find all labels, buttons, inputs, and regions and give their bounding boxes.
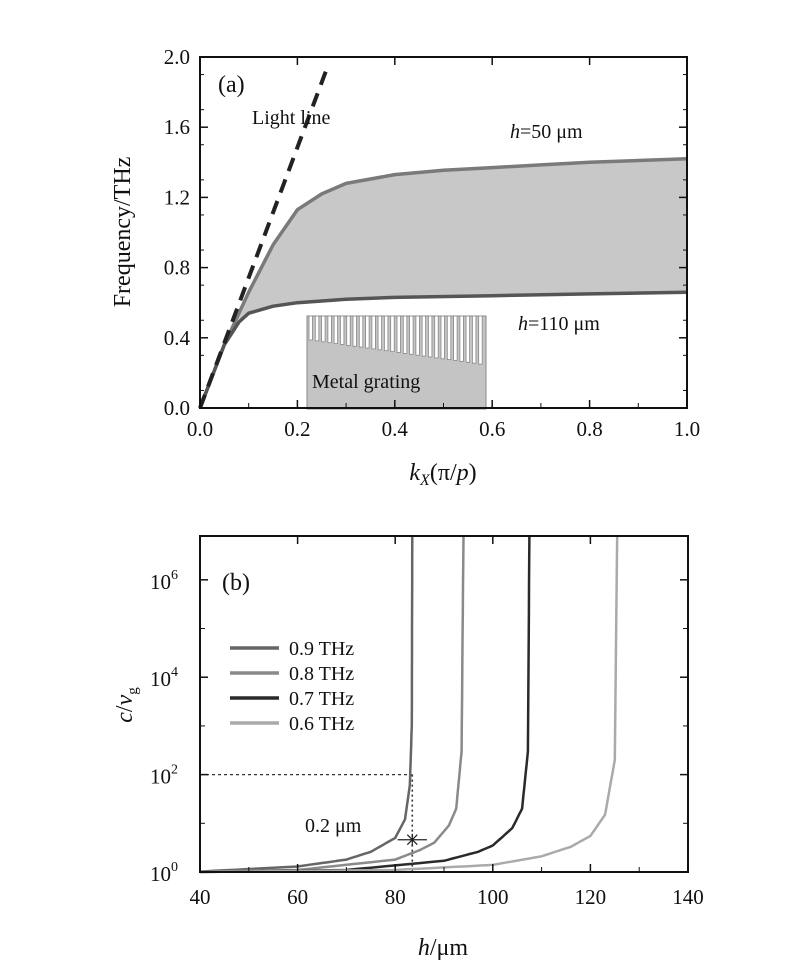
grating-groove (453, 315, 458, 361)
y-tick-label: 0.0 (164, 396, 190, 420)
y-tick-label: 102 (150, 763, 178, 789)
x-tick-label: 0.8 (576, 417, 602, 441)
grating-groove (459, 315, 464, 362)
y-tick-label: 100 (150, 860, 178, 886)
x-tick-label: 140 (672, 885, 704, 909)
grating-groove (390, 315, 395, 352)
legend-item: 0.6 THz (230, 713, 354, 735)
grating-groove (346, 315, 351, 346)
series-line-0-6-thz (199, 535, 619, 874)
grating-groove (352, 315, 357, 347)
panel-a: Metal grating 0.0 0.2 0.4 0.6 0.8 1.0 0.0 0.4 0.… (110, 45, 700, 489)
x-tick-label: 60 (287, 885, 308, 909)
grating-groove (415, 315, 420, 356)
x-axis-label-b: h/μm (418, 935, 469, 961)
x-tick-label: 0.4 (382, 417, 409, 441)
y-tick-label: 1.2 (164, 185, 190, 209)
x-tick-label: 120 (575, 885, 607, 909)
series-line-0-8-thz (199, 535, 465, 874)
grating-groove (308, 315, 313, 341)
grating-groove (402, 315, 408, 354)
grating-groove (478, 315, 483, 365)
grating-groove (321, 315, 326, 343)
grating-groove (471, 315, 477, 364)
x-tick-label: 0.0 (187, 417, 213, 441)
band-fill (200, 158, 687, 408)
x-tick-label: 40 (190, 885, 211, 909)
y-axis-label-a: Frequency/THz (110, 157, 136, 308)
grating-groove (421, 315, 427, 357)
grating-groove (383, 315, 389, 352)
inset-label: Metal grating (312, 371, 420, 393)
series-line-0-7-thz (199, 535, 531, 874)
y-tick-label: 1.6 (164, 115, 190, 139)
grating-groove (327, 315, 332, 344)
grating-groove (358, 315, 364, 348)
grating-groove (440, 315, 445, 360)
series-label-h50: h=50 μm (510, 121, 583, 143)
legend-label: 0.9 THz (289, 638, 354, 660)
grating-groove (396, 315, 401, 353)
panel-label-a: (a) (218, 72, 245, 98)
grating-groove (434, 315, 439, 359)
y-tick-label: 106 (150, 568, 178, 594)
legend-label: 0.7 THz (289, 688, 354, 710)
x-tick-label: 80 (385, 885, 406, 909)
grating-groove (314, 315, 320, 342)
grating-groove (465, 315, 471, 363)
grating-groove (365, 315, 370, 349)
light-line-label: Light line (252, 107, 330, 129)
grating-groove (339, 315, 345, 345)
panel-label-b: (b) (222, 570, 250, 596)
y-tick-label: 0.8 (164, 256, 190, 280)
legend-item: 0.8 THz (230, 663, 354, 685)
asterisk-marker (406, 833, 418, 846)
y-tick-label: 104 (150, 665, 178, 691)
series-line-0-9-thz (199, 535, 414, 873)
resolution-label: 0.2 μm (305, 815, 362, 837)
series-line-light-line (198, 68, 329, 409)
grating-groove (446, 315, 452, 360)
x-tick-label: 0.6 (479, 417, 505, 441)
metal-grating-inset: Metal grating (306, 315, 487, 410)
grating-groove (377, 315, 383, 351)
legend-label: 0.6 THz (289, 713, 354, 735)
y-axis-label-b: c/vg (112, 687, 141, 723)
x-axis-label-a: kX(π/p) (409, 460, 476, 489)
legend-item: 0.9 THz (230, 638, 354, 660)
x-tick-label: 1.0 (674, 417, 700, 441)
grating-groove (371, 315, 376, 350)
legend-item: 0.7 THz (230, 688, 354, 710)
legend: 0.9 THz 0.8 THz 0.7 THz 0.6 THz (230, 638, 354, 735)
legend-label: 0.8 THz (289, 663, 354, 685)
y-tick-label: 0.4 (164, 326, 191, 350)
series-label-h110: h=110 μm (518, 313, 600, 335)
x-tick-label: 100 (477, 885, 509, 909)
series-line-h-50-m (198, 157, 688, 409)
grating-groove (409, 315, 414, 355)
y-tick-label: 2.0 (164, 45, 190, 69)
x-tick-label: 0.2 (284, 417, 310, 441)
grating-groove (333, 315, 339, 345)
grating-groove (427, 315, 433, 358)
series-line-h-110-m (198, 290, 688, 409)
